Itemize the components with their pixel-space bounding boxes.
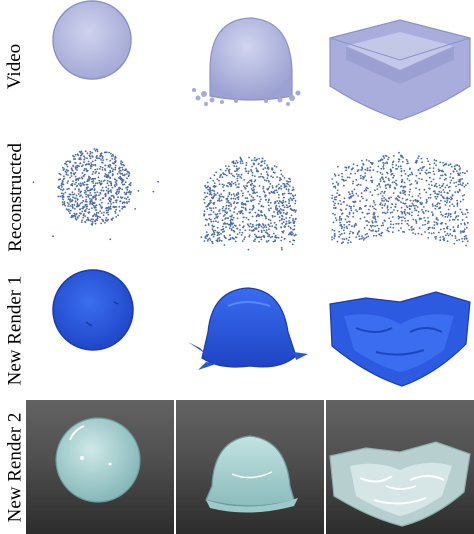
render1-basin-image (326, 262, 474, 398)
video-basin-image (326, 0, 474, 132)
render2-dome-image (176, 400, 324, 534)
render1-dome-image (176, 262, 324, 398)
reconstructed-dome-particles (176, 132, 324, 262)
reconstructed-basin-particles (326, 132, 474, 262)
render2-basin-image (326, 400, 474, 534)
video-sphere-image (26, 0, 174, 132)
render2-sphere-image (26, 400, 174, 534)
reconstructed-sphere-particles (26, 132, 174, 262)
render1-sphere-image (26, 262, 174, 398)
video-dome-image (176, 0, 324, 132)
